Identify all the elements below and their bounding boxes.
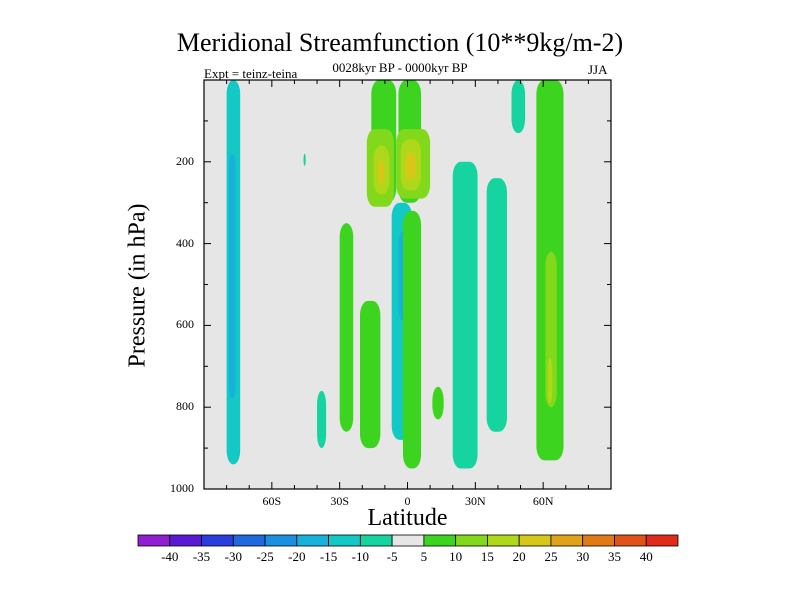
x-tick-label: 60S [262, 494, 282, 508]
colorbar-label: -20 [288, 549, 305, 564]
colorbar-label: -25 [256, 549, 273, 564]
colorbar-swatch [328, 534, 361, 547]
colorbar-swatch [423, 534, 457, 547]
contour-region-12 [339, 223, 354, 432]
colorbar-label: -40 [161, 549, 178, 564]
colorbar-swatch [550, 534, 584, 547]
colorbar-label: 25 [544, 549, 557, 564]
colorbar-swatch [137, 534, 171, 547]
y-tick-label: 600 [176, 317, 194, 332]
colorbar-label: 10 [449, 549, 462, 564]
colorbar-swatch [296, 534, 329, 547]
colorbar-swatch [201, 534, 234, 547]
contour-region-15 [432, 386, 444, 420]
contour-region-13 [360, 300, 381, 449]
y-tick-label: 800 [176, 399, 194, 414]
colorbar-swatch [487, 534, 520, 547]
colorbar-swatch [359, 534, 393, 547]
contour-region-17 [486, 178, 507, 432]
y-tick-label: 200 [176, 153, 194, 168]
y-tick-label: 1000 [170, 481, 194, 495]
chart-title: Meridional Streamfunction (10**9kg/m-2) [176, 28, 624, 57]
season-label: JJA [588, 62, 608, 77]
colorbar-label: 5 [421, 549, 428, 564]
experiment-label: Expt = teinz-teina [204, 66, 298, 81]
x-tick-label: 0 [404, 494, 411, 508]
contour-region-19 [511, 80, 526, 134]
x-tick-label: 30N [464, 494, 486, 508]
x-tick-label: 30S [330, 494, 349, 508]
contour-region-8 [378, 159, 385, 185]
colorbar-label: 15 [481, 549, 494, 564]
contour-region-23 [547, 358, 553, 404]
colorbar-swatch [645, 534, 679, 547]
colorbar-label: 20 [513, 549, 526, 564]
colorbar-swatch [169, 534, 202, 547]
contour-region-20 [303, 153, 306, 166]
contour-region-1 [228, 153, 236, 400]
chart-subtitle: 0028kyr BP - 0000kyr BP [332, 60, 468, 75]
x-axis-label: Latitude [367, 505, 448, 531]
colorbar-label: -35 [193, 549, 210, 564]
colorbar-label: -15 [320, 549, 337, 564]
contour-region-16 [452, 161, 478, 469]
colorbar-label: -5 [387, 549, 398, 564]
colorbar-label: -30 [225, 549, 242, 564]
contour-region-14 [402, 210, 422, 469]
contour-region-9 [405, 151, 417, 181]
colorbar-label: 30 [576, 549, 589, 564]
colorbar-swatch [391, 534, 425, 547]
colorbar-swatch [582, 534, 615, 547]
colorbar-label: -10 [352, 549, 369, 564]
colorbar-swatch [264, 534, 298, 547]
colorbar-swatch [455, 534, 488, 547]
colorbar-swatch [518, 534, 552, 547]
y-tick-label: 400 [176, 235, 194, 250]
colorbar-label: 35 [608, 549, 621, 564]
colorbar-swatch [614, 534, 647, 547]
contour-region-18 [317, 390, 327, 449]
x-tick-label: 60N [532, 494, 554, 508]
colorbar-swatch [232, 534, 266, 547]
colorbar-label: 40 [640, 549, 653, 564]
